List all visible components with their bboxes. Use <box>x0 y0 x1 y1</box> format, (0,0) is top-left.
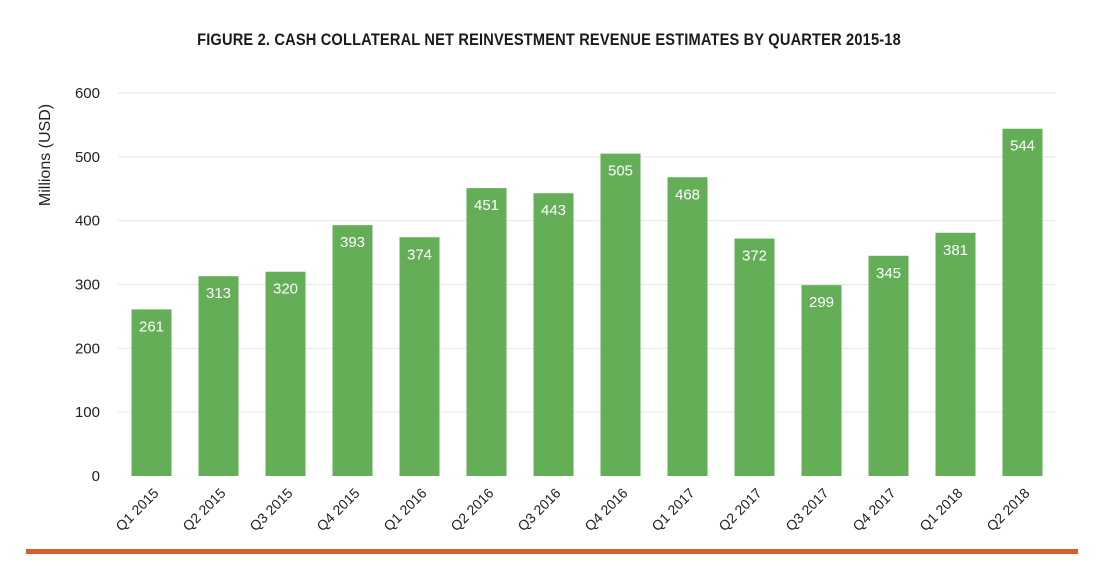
x-tick-label: Q2 2016 <box>447 485 496 534</box>
x-axis-ticks: Q1 2015 Q2 2015 Q3 2015 Q4 2015 Q1 2016 Q2 20… <box>112 485 1032 534</box>
y-tick-label: 500 <box>75 149 100 166</box>
y-axis-label: Millions (USD) <box>37 104 54 206</box>
y-tick-label: 400 <box>75 213 100 230</box>
data-label: 299 <box>809 294 834 311</box>
data-label: 320 <box>273 281 298 298</box>
x-tick-label: Q1 2018 <box>916 485 965 534</box>
bar <box>332 225 373 476</box>
bar <box>868 255 909 476</box>
data-label: 261 <box>139 318 164 335</box>
bar <box>265 271 306 476</box>
chart-title: FIGURE 2. CASH COLLATERAL NET REINVESTME… <box>197 30 901 49</box>
data-label: 544 <box>1010 138 1035 155</box>
bar <box>533 193 574 477</box>
x-tick-label: Q3 2017 <box>782 485 831 534</box>
data-labels: 261 313 320 393 374 451 443 505 468 372 299 345 381 5… <box>139 138 1035 336</box>
x-tick-label: Q2 2017 <box>715 485 764 534</box>
bar <box>801 285 842 476</box>
x-tick-label: Q4 2017 <box>849 485 898 534</box>
data-label: 345 <box>876 265 901 282</box>
data-label: 381 <box>943 242 968 259</box>
bottom-accent-rule <box>26 549 1078 554</box>
bar <box>198 276 239 476</box>
data-label: 443 <box>541 202 566 219</box>
x-tick-label: Q4 2015 <box>313 485 362 534</box>
bar <box>131 309 172 476</box>
y-tick-label: 600 <box>75 85 100 102</box>
x-tick-label: Q1 2017 <box>648 485 697 534</box>
x-tick-label: Q1 2015 <box>112 485 161 534</box>
bar <box>600 153 641 476</box>
bar <box>667 177 708 476</box>
y-tick-label: 300 <box>75 277 100 294</box>
x-tick-label: Q2 2018 <box>983 485 1032 534</box>
bar <box>935 232 976 476</box>
data-label: 451 <box>474 197 499 214</box>
y-tick-label: 0 <box>92 468 100 485</box>
x-tick-label: Q4 2016 <box>581 485 630 534</box>
bar <box>734 238 775 476</box>
data-label: 313 <box>206 285 231 302</box>
x-tick-label: Q2 2015 <box>179 485 228 534</box>
data-label: 374 <box>407 246 432 263</box>
data-label: 393 <box>340 234 365 251</box>
bar <box>466 188 507 476</box>
x-tick-label: Q1 2016 <box>380 485 429 534</box>
x-tick-label: Q3 2015 <box>246 485 295 534</box>
bar <box>1002 128 1043 476</box>
bar <box>399 237 440 476</box>
y-tick-label: 100 <box>75 404 100 421</box>
data-label: 505 <box>608 163 633 180</box>
gridlines <box>118 92 1056 413</box>
y-axis-ticks: 0 100 200 300 400 500 600 <box>75 85 100 485</box>
y-tick-label: 200 <box>75 340 100 357</box>
data-label: 372 <box>742 248 767 265</box>
data-label: 468 <box>675 186 700 203</box>
bars <box>131 128 1043 477</box>
x-tick-label: Q3 2016 <box>514 485 563 534</box>
